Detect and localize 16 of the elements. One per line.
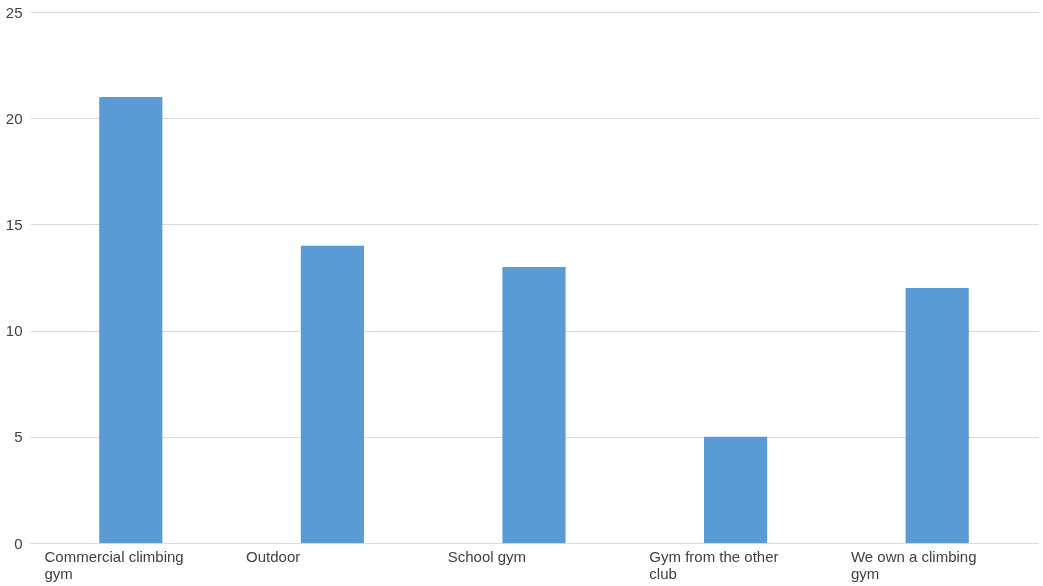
bar bbox=[502, 266, 566, 543]
bar bbox=[704, 436, 768, 543]
y-tick-label: 15 bbox=[5, 215, 23, 233]
y-tick-label: 5 bbox=[14, 428, 23, 446]
x-tick-label: Outdoor bbox=[246, 547, 301, 565]
y-tick-label: 0 bbox=[14, 534, 23, 552]
y-tick-label: 20 bbox=[5, 109, 23, 127]
x-tick-label: School gym bbox=[447, 547, 527, 565]
bar bbox=[300, 245, 364, 543]
bar bbox=[99, 96, 163, 543]
x-tick-label: We own a climbing gym bbox=[850, 547, 977, 582]
x-tick-label: Gym from the other club bbox=[649, 547, 779, 582]
y-tick-label: 25 bbox=[5, 3, 23, 21]
bar bbox=[905, 288, 969, 543]
x-tick-label: Commercial climbing gym bbox=[44, 547, 184, 582]
y-tick-label: 10 bbox=[5, 322, 23, 340]
